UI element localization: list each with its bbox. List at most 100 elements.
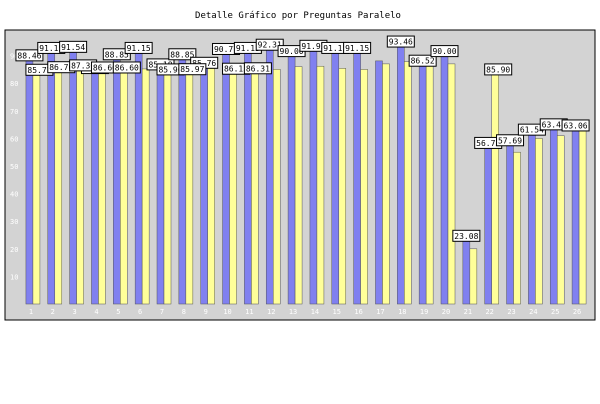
bar-series-1	[200, 67, 208, 305]
bar-series-1	[91, 72, 99, 305]
x-tick-label: 14	[311, 308, 319, 316]
data-label: 85.97	[178, 63, 207, 76]
data-label-box	[386, 35, 415, 48]
data-label: 86.31	[243, 62, 272, 75]
y-axis-ticks: 10 20 30 40 50 60 70 80 90	[10, 53, 18, 282]
bar-series-1	[309, 50, 318, 305]
x-tick-label: 19	[420, 308, 428, 316]
bar-series-1	[440, 55, 449, 305]
x-tick-label: 6	[138, 308, 142, 316]
data-label-box	[484, 63, 513, 76]
data-label: 88.85	[102, 48, 131, 61]
bar-series-2	[229, 65, 237, 305]
data-labels-group: 88.4691.1591.5483.8588.8591.1585.1888.85…	[15, 35, 590, 242]
data-label-box	[102, 48, 131, 61]
data-label-box	[112, 61, 141, 74]
data-label-box	[561, 119, 590, 132]
x-tick-label: 23	[507, 308, 515, 316]
data-label-text: 91.15	[323, 44, 347, 53]
bar-series-2	[425, 64, 434, 305]
bar-series-1	[69, 51, 77, 305]
data-label-text: 86.15	[224, 65, 248, 74]
data-label: 93.46	[386, 35, 415, 48]
data-label-text: 85.77	[27, 66, 51, 75]
data-label-text: 88.85	[170, 50, 194, 59]
data-label: 92.31	[255, 38, 284, 51]
bar-series-1	[113, 58, 121, 305]
bar-series-2	[32, 67, 41, 305]
x-tick-label: 5	[116, 308, 120, 316]
data-label-box	[124, 41, 153, 54]
bar-series-2	[447, 63, 456, 305]
y-tick-label: 80	[10, 80, 18, 88]
data-label: 91.54	[59, 40, 88, 53]
y-tick-label: 50	[10, 163, 18, 171]
bar-series-1	[418, 64, 427, 305]
data-label: 23.08	[452, 229, 481, 242]
bar-series-1	[178, 58, 187, 305]
data-label-box	[343, 41, 372, 54]
data-label-text: 61.54	[520, 126, 544, 135]
data-label: 63.06	[561, 119, 590, 132]
bar-series-1	[506, 144, 514, 305]
data-label-text: 91.15	[345, 44, 369, 53]
bar-series-2	[513, 151, 521, 305]
data-label: 90.00	[430, 45, 459, 58]
x-tick-label: 20	[442, 308, 450, 316]
bar-series-1	[375, 60, 383, 305]
data-label-text: 86.60	[115, 63, 139, 72]
x-tick-label: 24	[529, 308, 537, 316]
data-label-text: 63.46	[542, 120, 566, 129]
y-tick-label: 60	[10, 135, 18, 143]
bar-series-2	[382, 63, 390, 305]
bar-series-1	[134, 52, 143, 305]
bar-series-2	[207, 67, 215, 305]
x-tick-label: 18	[398, 308, 406, 316]
data-label-text: 91.15	[236, 44, 260, 53]
x-tick-label: 11	[245, 308, 253, 316]
bar-series-2	[338, 68, 347, 305]
bar-series-2	[185, 66, 194, 305]
bar-series-2	[163, 66, 172, 305]
bar-series-2	[316, 65, 325, 305]
x-tick-label: 12	[267, 308, 275, 316]
data-label-text: 63.06	[564, 121, 588, 130]
data-label-text: 56.73	[476, 139, 500, 148]
y-tick-label: 10	[10, 273, 18, 281]
bar-series-1	[353, 52, 361, 305]
bar-series-1	[156, 68, 165, 305]
data-label-text: 86.31	[246, 64, 270, 73]
bar-series-2	[141, 68, 150, 305]
bar-series-1	[528, 133, 536, 305]
data-label: 88.46	[15, 49, 44, 62]
bar-series-1	[484, 147, 492, 305]
data-label-text: 90.77	[214, 45, 238, 54]
data-label-text: 86.60	[93, 63, 117, 72]
bar-series-1	[462, 240, 471, 305]
x-tick-label: 7	[160, 308, 164, 316]
data-label-text: 91.54	[61, 43, 85, 52]
data-label: 86.60	[112, 61, 141, 74]
data-label-text: 92.31	[258, 41, 282, 50]
x-tick-label: 26	[573, 308, 581, 316]
bar-series-2	[272, 69, 281, 305]
bar-series-1	[244, 52, 252, 305]
data-label-text: 90.00	[280, 47, 304, 56]
data-label-text: 93.46	[389, 38, 413, 47]
data-label-text: 88.85	[105, 50, 129, 59]
bar-series-1	[549, 128, 558, 305]
bar-series-2	[76, 62, 84, 305]
bar-series-2	[54, 64, 63, 305]
data-label-box	[15, 49, 44, 62]
x-tick-label: 9	[204, 308, 208, 316]
bar-series-2	[535, 138, 543, 305]
data-label-box	[243, 62, 272, 75]
chart-title: Detalle Gráfico por Preguntas Paralelo	[195, 11, 401, 21]
bar-series-1	[222, 53, 230, 305]
data-label-box	[178, 63, 207, 76]
x-tick-label: 8	[182, 308, 186, 316]
bars-group	[25, 45, 587, 305]
x-tick-label: 1	[29, 308, 33, 316]
